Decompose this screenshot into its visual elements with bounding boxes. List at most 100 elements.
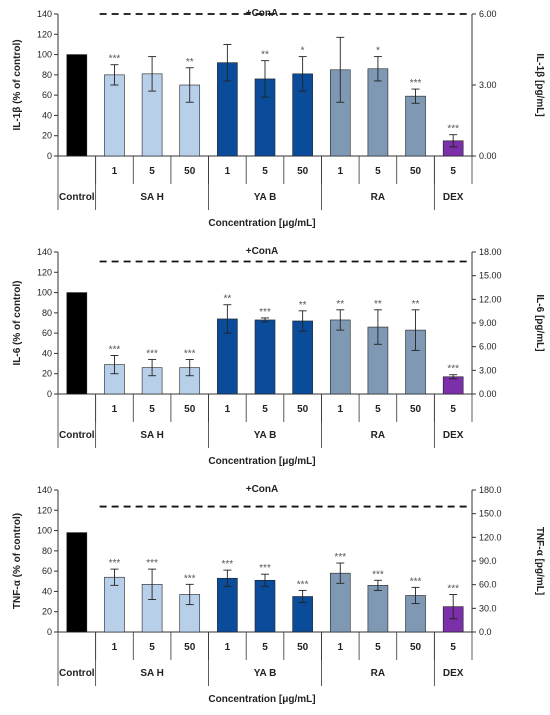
concentration-label: 50 xyxy=(297,642,309,653)
y2-tick-label: 15.00 xyxy=(479,271,502,281)
bar xyxy=(104,74,125,157)
concentration-label: 5 xyxy=(450,642,456,653)
y-tick-label: 40 xyxy=(42,586,52,596)
control-label: Control xyxy=(59,192,95,203)
significance-label: * xyxy=(301,46,305,57)
significance-label: *** xyxy=(447,583,459,594)
significance-label: *** xyxy=(259,307,271,318)
y-tick-label: 60 xyxy=(42,90,52,100)
group-label: RA xyxy=(371,192,385,203)
concentration-label: 1 xyxy=(337,404,343,415)
concentration-label: 50 xyxy=(184,642,196,653)
x-axis-title: Concentration [μg/mL] xyxy=(208,218,315,229)
y2-tick-label: 0.0 xyxy=(479,627,492,637)
significance-label: ** xyxy=(299,300,307,311)
bar xyxy=(66,292,88,395)
concentration-label: 1 xyxy=(337,642,343,653)
y-tick-label: 120 xyxy=(37,267,52,277)
significance-label: *** xyxy=(259,563,271,574)
y-tick-label: 0 xyxy=(47,389,52,399)
cona-annotation: +ConA xyxy=(246,8,279,19)
significance-label: ** xyxy=(412,299,420,310)
control-label: Control xyxy=(59,430,95,441)
y2-tick-label: 0.00 xyxy=(479,389,497,399)
group-label: YA B xyxy=(254,430,277,441)
bar xyxy=(254,319,276,395)
concentration-label: 50 xyxy=(410,642,422,653)
y2-tick-label: 12.00 xyxy=(479,294,502,304)
concentration-label: 5 xyxy=(450,404,456,415)
concentration-label: 1 xyxy=(112,166,118,177)
y-tick-label: 60 xyxy=(42,566,52,576)
significance-label: *** xyxy=(410,576,422,587)
concentration-label: 1 xyxy=(112,642,118,653)
significance-label: *** xyxy=(372,569,384,580)
significance-label: *** xyxy=(447,364,459,375)
y2-axis-title: IL-6 [pg/mL] xyxy=(534,294,545,351)
y2-tick-label: 60.0 xyxy=(479,580,497,590)
concentration-label: 1 xyxy=(112,404,118,415)
y2-tick-label: 120.0 xyxy=(479,532,502,542)
concentration-label: 50 xyxy=(410,166,422,177)
significance-label: *** xyxy=(334,552,346,563)
y-tick-label: 140 xyxy=(37,247,52,257)
concentration-label: 5 xyxy=(149,166,155,177)
concentration-label: 50 xyxy=(184,404,196,415)
cona-annotation: +ConA xyxy=(246,484,279,495)
y-tick-label: 40 xyxy=(42,348,52,358)
y-tick-label: 20 xyxy=(42,131,52,141)
concentration-label: 5 xyxy=(262,166,268,177)
group-label: DEX xyxy=(443,430,464,441)
bar xyxy=(66,54,88,157)
y2-tick-label: 3.00 xyxy=(479,365,497,375)
control-label: Control xyxy=(59,668,95,679)
group-label: YA B xyxy=(254,668,277,679)
significance-label: ** xyxy=(223,294,231,305)
significance-label: *** xyxy=(297,579,309,590)
y-tick-label: 40 xyxy=(42,110,52,120)
significance-label: *** xyxy=(109,558,121,569)
significance-label: ** xyxy=(261,50,269,61)
significance-label: ** xyxy=(374,299,382,310)
concentration-label: 5 xyxy=(149,404,155,415)
y-tick-label: 80 xyxy=(42,308,52,318)
concentration-label: 50 xyxy=(184,166,196,177)
group-label: SA H xyxy=(140,668,164,679)
y2-tick-label: 9.00 xyxy=(479,318,497,328)
y2-tick-label: 30.0 xyxy=(479,603,497,613)
y2-tick-label: 0.00 xyxy=(479,151,497,161)
y-tick-label: 20 xyxy=(42,607,52,617)
concentration-label: 5 xyxy=(375,166,381,177)
significance-label: *** xyxy=(146,558,158,569)
concentration-label: 5 xyxy=(149,642,155,653)
bar xyxy=(367,68,389,157)
y2-axis-title: TNF-α [pg/mL] xyxy=(534,527,545,595)
group-label: RA xyxy=(371,430,385,441)
y-tick-label: 140 xyxy=(37,9,52,19)
bar xyxy=(292,320,313,395)
y-tick-label: 100 xyxy=(37,526,52,536)
significance-label: *** xyxy=(109,344,121,355)
y-tick-label: 100 xyxy=(37,288,52,298)
y2-tick-label: 3.00 xyxy=(479,80,497,90)
y2-axis-title: IL-1β [pg/mL] xyxy=(534,53,545,116)
group-label: YA B xyxy=(254,192,277,203)
bar xyxy=(367,585,389,633)
y2-tick-label: 90.0 xyxy=(479,556,497,566)
concentration-label: 5 xyxy=(262,642,268,653)
concentration-label: 50 xyxy=(410,404,422,415)
bar xyxy=(442,376,464,395)
y-tick-label: 100 xyxy=(37,50,52,60)
group-label: RA xyxy=(371,668,385,679)
y-axis-title: TNF-α (% of control) xyxy=(12,513,23,609)
significance-label: *** xyxy=(410,78,422,89)
concentration-label: 1 xyxy=(225,166,231,177)
group-label: SA H xyxy=(140,430,164,441)
significance-label: *** xyxy=(146,349,158,360)
significance-label: *** xyxy=(109,54,121,65)
concentration-label: 50 xyxy=(297,166,309,177)
concentration-label: 50 xyxy=(297,404,309,415)
bar xyxy=(405,95,426,157)
concentration-label: 1 xyxy=(225,404,231,415)
concentration-label: 1 xyxy=(337,166,343,177)
